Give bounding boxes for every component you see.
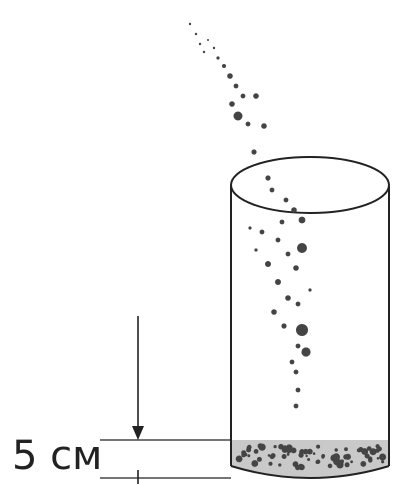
particle — [283, 197, 289, 203]
sediment-particle — [302, 448, 309, 455]
particle — [254, 248, 258, 252]
falling-particles — [188, 22, 312, 409]
sediment-particle — [278, 463, 282, 467]
sediment-particle — [268, 461, 273, 466]
arrow-down-icon — [132, 426, 144, 440]
particle — [233, 83, 239, 89]
particle — [233, 111, 243, 121]
cylinder-rim — [230, 156, 390, 214]
particle — [291, 207, 297, 213]
sediment-particle — [253, 449, 259, 454]
sediment-particle — [369, 448, 377, 456]
particle — [295, 387, 301, 393]
sediment-particle — [273, 445, 277, 449]
particle — [198, 42, 202, 46]
sediment-particle — [350, 460, 353, 464]
sediment-particle — [286, 453, 290, 456]
sediment-particle — [315, 459, 321, 464]
sediment-particle — [344, 462, 350, 468]
sediment-particle — [306, 448, 313, 455]
particle — [275, 237, 281, 243]
sediment-particle — [344, 447, 348, 452]
particle — [296, 324, 308, 336]
sediment-particle — [334, 448, 338, 452]
sediment-particle — [327, 463, 333, 469]
settled-particles — [235, 443, 387, 471]
particle — [194, 32, 198, 36]
particle — [289, 359, 295, 365]
sediment-particle — [278, 443, 284, 450]
sediment-particle — [376, 457, 380, 460]
particle — [293, 403, 299, 409]
sediment-particle — [356, 448, 361, 453]
particle — [269, 187, 275, 193]
particle — [188, 22, 192, 26]
particle — [285, 251, 291, 257]
sediment-particle — [290, 447, 297, 454]
particle — [240, 93, 246, 99]
measurement-label: 5 см — [12, 433, 103, 479]
sediment-particle — [312, 452, 316, 455]
sediment-particle — [267, 454, 271, 457]
particle — [216, 56, 220, 60]
particle — [295, 343, 301, 349]
sediment-particle — [379, 453, 387, 461]
sediment-particle — [368, 458, 373, 463]
sediment-particle — [307, 458, 311, 461]
sediment-particle — [295, 464, 301, 471]
particle — [212, 46, 216, 50]
cylinder-bottom — [230, 465, 390, 479]
sediment-particle — [241, 452, 247, 458]
particle — [293, 265, 299, 271]
sediment-particle — [366, 446, 372, 451]
sediment-particle — [321, 455, 325, 459]
sediment-particle — [270, 453, 276, 459]
sediment-particle — [281, 454, 287, 459]
particle — [295, 301, 301, 307]
particle — [281, 323, 287, 329]
particle — [259, 229, 265, 235]
particle — [297, 243, 307, 253]
particle — [265, 261, 271, 267]
sediment-particle — [251, 460, 259, 467]
sediment-particle — [246, 447, 252, 453]
particle — [227, 73, 233, 79]
sediment-particle — [336, 461, 344, 469]
particle — [293, 369, 299, 375]
particle — [245, 121, 251, 127]
sediment-particle — [375, 444, 380, 449]
sediment-particle — [257, 443, 264, 449]
sediment-particle — [381, 460, 385, 464]
particle — [301, 347, 311, 357]
sediment-particle — [247, 454, 251, 458]
particle — [253, 93, 259, 99]
sediment-particle — [343, 454, 349, 460]
particle — [298, 216, 306, 224]
particle — [308, 288, 312, 292]
sediment-particle — [360, 461, 367, 467]
sediment-particle — [305, 454, 308, 458]
sediment-particle — [283, 445, 287, 449]
particle — [261, 123, 267, 129]
particle — [279, 219, 285, 225]
sediment-particle — [332, 453, 340, 461]
particle — [271, 309, 277, 315]
particle — [207, 39, 209, 41]
particle — [265, 175, 271, 181]
sediment-particle — [298, 464, 305, 471]
sediment-particle — [256, 456, 262, 462]
sediment-particle — [364, 453, 370, 459]
particle — [248, 226, 252, 230]
sediment-particle — [316, 444, 321, 449]
particle — [251, 149, 257, 155]
particle — [229, 101, 235, 107]
particle — [222, 64, 226, 68]
sediment-particle — [298, 452, 304, 458]
particle — [285, 295, 291, 301]
particle — [202, 50, 206, 54]
particle — [275, 279, 281, 285]
sediment-particle — [238, 457, 243, 461]
